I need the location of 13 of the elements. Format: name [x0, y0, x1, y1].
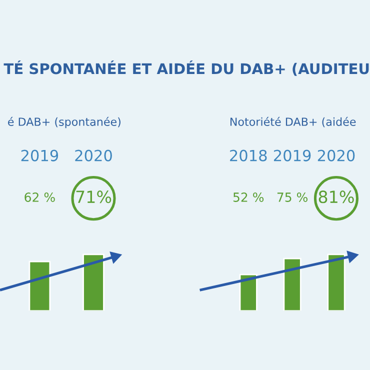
x-tick-label: 2020 — [318, 150, 355, 162]
x-tick-label: 2019 — [274, 150, 311, 162]
data-label: 75 % — [277, 192, 308, 202]
data-label: 52 % — [233, 192, 264, 202]
data-label: 71% — [76, 190, 112, 204]
text: TÉ SPONTANÉE ET AIDÉE DU DAB+ (AUDITEU — [4, 60, 369, 76]
x-tick-label: 2020 — [75, 150, 112, 162]
chart-subtitle: é DAB+ (spontanée) — [8, 116, 120, 128]
data-label: 62 % — [24, 192, 55, 202]
x-tick-label: 2019 — [21, 150, 58, 162]
chart-subtitle: Notoriété DAB+ (aidée — [230, 116, 356, 128]
x-tick-label: 2018 — [230, 150, 267, 162]
data-label: 81% — [318, 190, 354, 204]
